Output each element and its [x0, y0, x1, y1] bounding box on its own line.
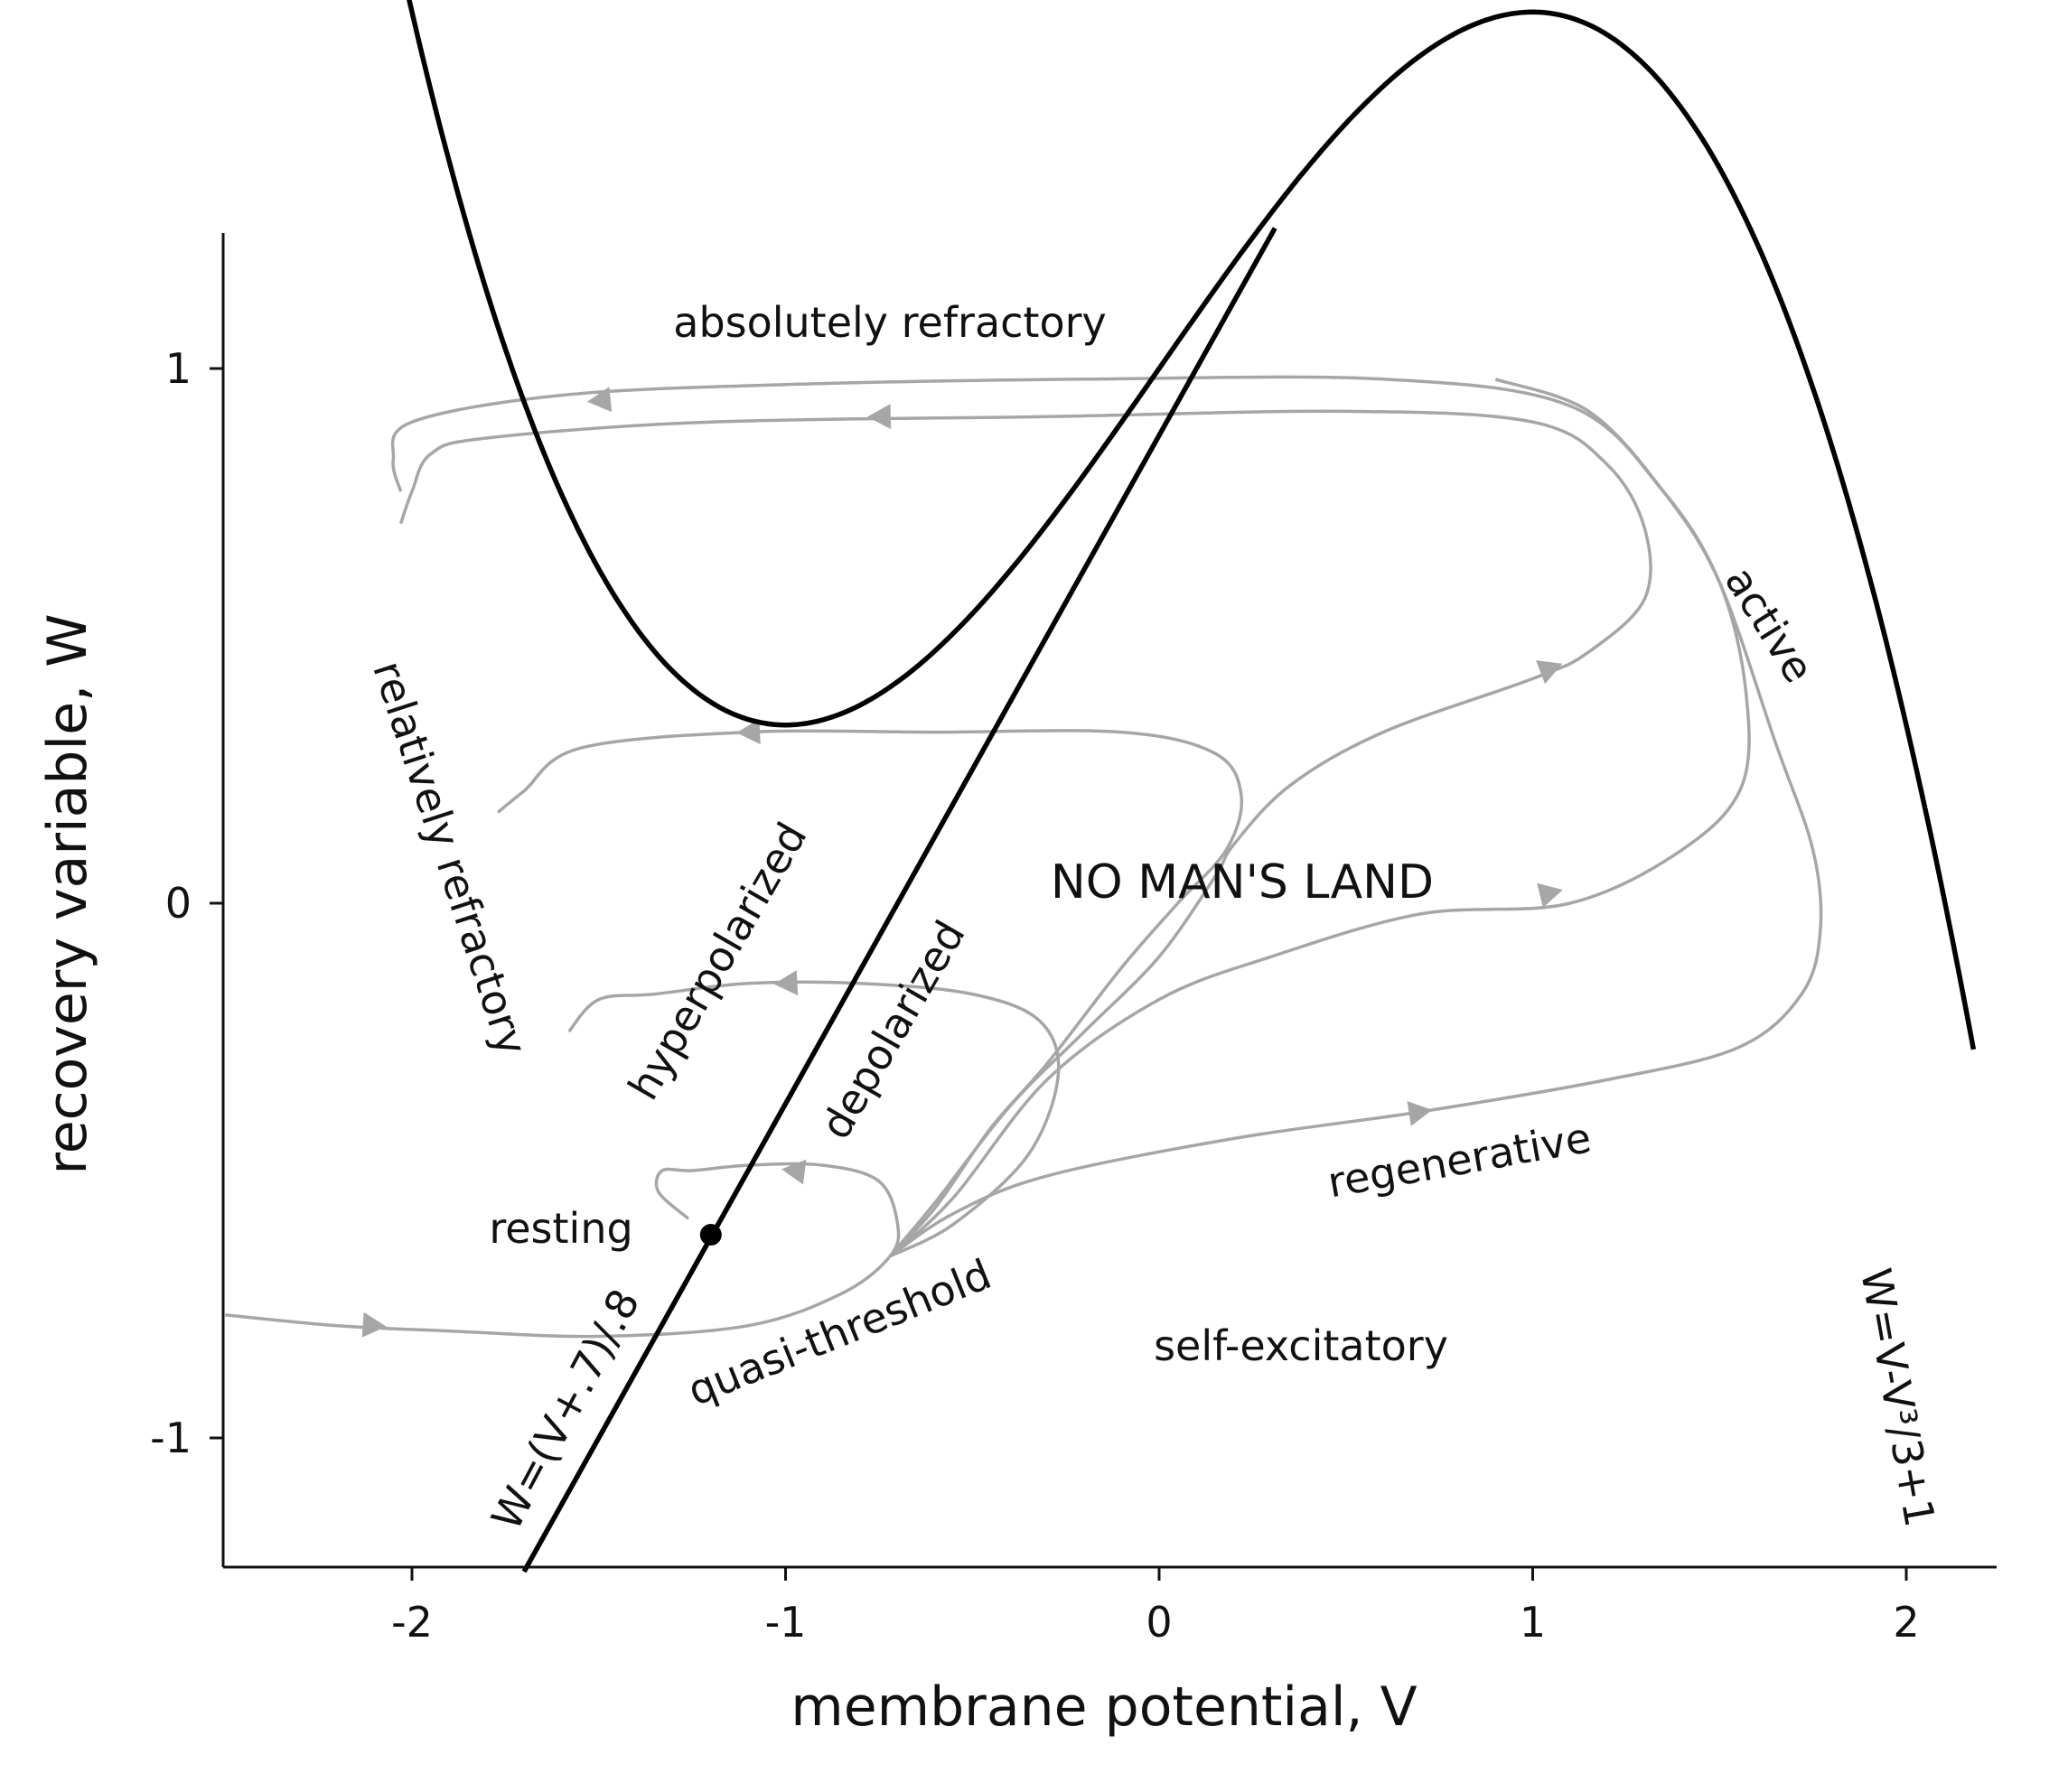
- y-tick-label: -1: [150, 1414, 192, 1462]
- trajectory-arrow: [1537, 877, 1567, 908]
- trajectory-6: [889, 378, 1823, 1258]
- label-no-mans-land: NO MAN'S LAND: [1051, 855, 1434, 910]
- tick-group: -2 -1 0 1 2 -1 0 1: [150, 344, 1920, 1647]
- axes-group: [221, 233, 1997, 1569]
- y-tick-label: 0: [165, 879, 192, 928]
- label-self-excitatory: self-excitatory: [1154, 1321, 1448, 1370]
- equilibrium-group: [699, 1224, 722, 1246]
- label-active: active: [1716, 558, 1824, 691]
- x-tick-label: -2: [391, 1598, 433, 1647]
- y-tick-label: 1: [165, 344, 192, 393]
- label-depolarized: depolarized: [810, 912, 974, 1147]
- trajectory-2: [567, 980, 1061, 1258]
- trajectory-arrow: [361, 1311, 388, 1339]
- x-tick-label: 0: [1146, 1598, 1172, 1647]
- trajectory-arrow: [780, 1156, 807, 1185]
- label-hyperpolarized: hyperpolarized: [619, 814, 817, 1107]
- equilibrium-point: [699, 1224, 722, 1246]
- label-resting: resting: [489, 1204, 632, 1253]
- label-cubic-nullcline-equation: W=V-V³/3+1: [1851, 1265, 1944, 1530]
- x-tick-label: 2: [1893, 1598, 1919, 1647]
- label-relatively-refractory: relatively refractory: [363, 655, 537, 1061]
- trajectory-arrow: [866, 404, 892, 430]
- x-tick-label: -1: [765, 1598, 807, 1647]
- x-tick-label: 1: [1520, 1598, 1546, 1647]
- linear-nullcline: [521, 227, 1277, 1573]
- label-quasi-threshold: quasi-threshold: [681, 1249, 998, 1415]
- trajectory-group: [225, 375, 1823, 1339]
- label-regenerative: regenerative: [1324, 1113, 1595, 1207]
- cubic-nullcline: [407, 0, 1977, 1050]
- x-axis-title: membrane potential, V: [791, 1675, 1417, 1739]
- y-axis-title: recovery variable, W: [36, 613, 99, 1174]
- trajectory-arrow: [772, 970, 799, 997]
- nullcline-group: [407, 0, 1977, 1573]
- trajectory-4: [398, 409, 1652, 1257]
- label-absolutely-refractory: absolutely refractory: [673, 298, 1107, 347]
